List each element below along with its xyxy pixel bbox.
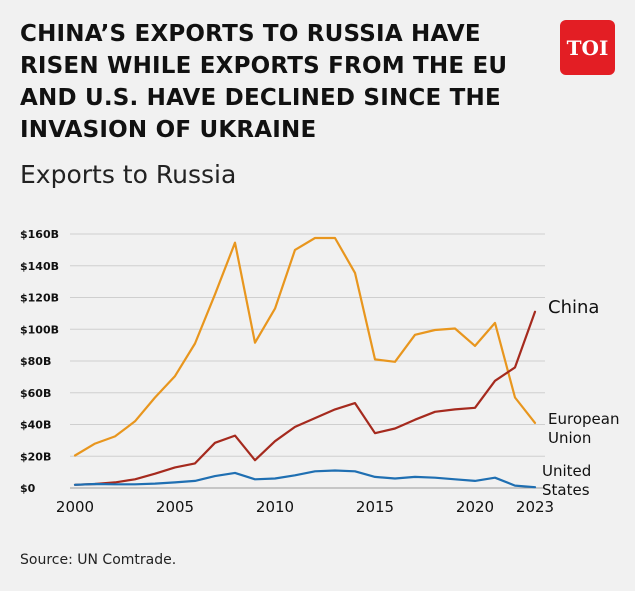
y-tick-labels: $0 $20B $40B $60B $80B $100B $120B $140B $160B — [20, 228, 59, 495]
y-tick-label: $80B — [20, 355, 51, 368]
source-note: Source: UN Comtrade. — [20, 552, 177, 568]
series-lines — [73, 236, 537, 489]
y-tick-label: $100B — [20, 323, 59, 336]
series-label-china: China — [548, 297, 599, 318]
x-tick-label: 2010 — [256, 498, 294, 516]
series-label-line: Union — [548, 429, 591, 447]
y-tick-label: $160B — [20, 228, 59, 241]
y-tick-label: $40B — [20, 419, 51, 432]
y-tick-label: $60B — [20, 387, 51, 400]
x-tick-label: 2005 — [156, 498, 194, 516]
y-tick-label: $0 — [20, 482, 36, 495]
x-tick-label: 2015 — [356, 498, 394, 516]
series-label-european-union: European Union — [548, 410, 619, 447]
x-tick-label: 2000 — [56, 498, 94, 516]
gridlines — [70, 233, 545, 489]
series-labels: European Union China United States — [542, 297, 619, 499]
y-tick-label: $120B — [20, 292, 59, 305]
x-tick-labels: 2000 2005 2010 2015 2020 2023 — [56, 498, 554, 516]
series-label-line: United — [542, 462, 591, 480]
series-label-line: States — [542, 481, 590, 499]
series-line-european-union — [73, 236, 537, 457]
x-tick-label: 2023 — [516, 498, 554, 516]
y-tick-label: $20B — [20, 450, 51, 463]
series-line-china — [73, 310, 537, 486]
logo-text: TOI — [566, 35, 609, 60]
series-label-line: China — [548, 297, 599, 318]
y-tick-label: $140B — [20, 260, 59, 273]
series-label-line: European — [548, 410, 619, 428]
chart-title: CHINA’S EXPORTS TO RUSSIA HAVE RISEN WHI… — [20, 21, 508, 143]
series-line-united-states — [73, 469, 537, 489]
series-label-united-states: United States — [542, 462, 591, 499]
x-tick-label: 2020 — [456, 498, 494, 516]
chart-subtitle: Exports to Russia — [20, 160, 237, 189]
toi-logo: TOI — [560, 20, 615, 75]
